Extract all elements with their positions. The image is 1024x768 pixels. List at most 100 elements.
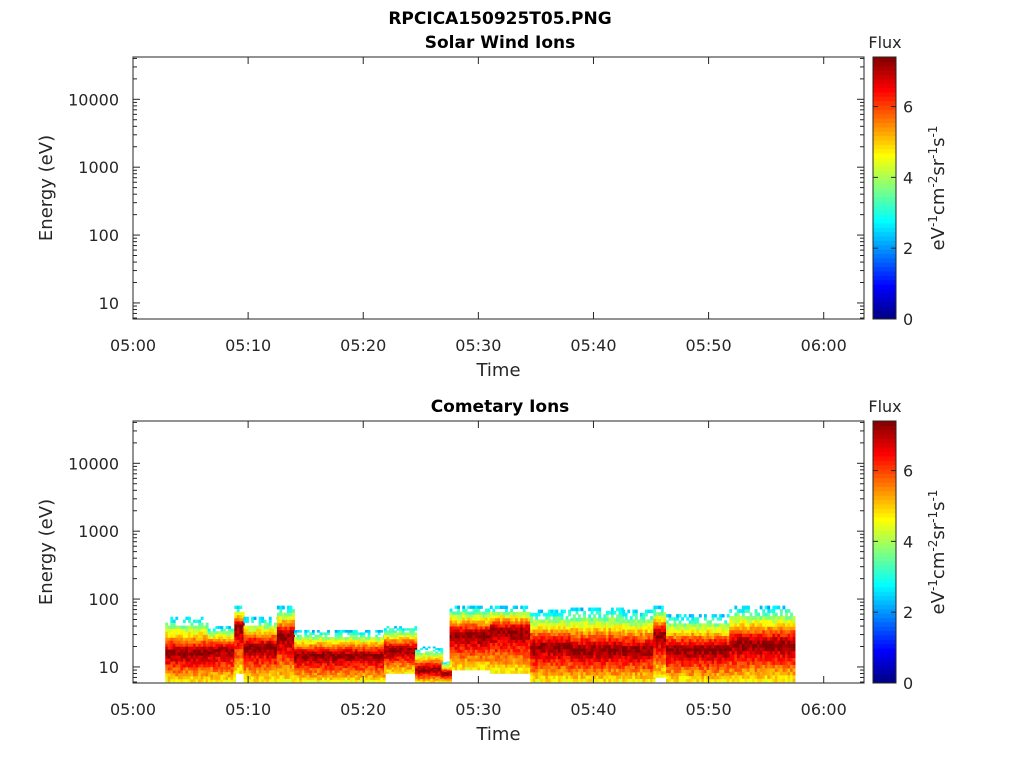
data-cell — [444, 675, 447, 677]
data-cell — [360, 677, 363, 680]
colorbar-tick-label: 4 — [903, 168, 913, 187]
data-cell — [560, 639, 564, 643]
data-cell — [734, 626, 738, 631]
data-cell — [314, 646, 318, 650]
data-cell — [608, 654, 612, 659]
data-cell — [629, 635, 633, 640]
data-cell — [507, 661, 511, 665]
data-cell — [241, 621, 245, 625]
data-cell — [563, 655, 566, 660]
data-cell — [372, 660, 376, 664]
data-cell — [292, 661, 295, 665]
data-cell — [696, 632, 700, 637]
data-cell — [724, 629, 728, 633]
data-cell — [681, 669, 685, 674]
data-cell — [688, 672, 692, 677]
data-cell — [624, 619, 628, 624]
data-cell — [362, 637, 366, 640]
data-cell — [668, 617, 672, 621]
data-cell — [281, 616, 285, 620]
data-cell — [440, 649, 444, 652]
data-cell — [311, 656, 315, 659]
data-cell — [693, 629, 697, 633]
data-cell — [663, 651, 667, 655]
data-cell — [489, 670, 493, 674]
data-cell — [415, 673, 418, 676]
data-cell — [593, 607, 597, 612]
data-cell — [215, 651, 219, 655]
data-cell — [500, 624, 503, 628]
data-cell — [263, 652, 267, 656]
data-cell — [337, 665, 341, 669]
data-cell — [241, 667, 245, 671]
data-cell — [309, 670, 313, 673]
data-cell — [716, 623, 720, 627]
data-cell — [537, 675, 541, 680]
data-cell — [472, 629, 476, 633]
data-cell — [642, 645, 646, 650]
data-cell — [701, 657, 705, 661]
data-cell — [550, 635, 554, 640]
data-cell — [696, 641, 700, 646]
data-cell — [477, 658, 481, 662]
data-cell — [207, 638, 211, 642]
data-cell — [239, 636, 243, 640]
data-cell — [540, 609, 544, 614]
data-cell — [645, 629, 648, 633]
data-cell — [377, 632, 381, 636]
data-cell — [337, 677, 341, 680]
data-cell — [334, 639, 338, 643]
data-cell — [639, 645, 643, 650]
data-cell — [425, 648, 428, 651]
data-cell — [383, 658, 387, 661]
data-cell — [375, 653, 379, 657]
data-cell — [724, 632, 728, 637]
data-cell — [703, 654, 707, 658]
data-cell — [683, 641, 687, 646]
data-cell — [243, 646, 247, 650]
data-cell — [542, 626, 546, 630]
data-cell — [547, 668, 551, 673]
data-cell — [296, 651, 300, 654]
data-cell — [432, 680, 436, 683]
data-cell — [622, 649, 626, 653]
data-cell — [432, 656, 436, 659]
data-cell — [372, 653, 376, 657]
data-cell — [696, 648, 700, 652]
data-cell — [367, 651, 371, 654]
data-cell — [261, 679, 265, 683]
data-cell — [535, 642, 539, 647]
data-cell — [386, 654, 390, 657]
data-cell — [435, 672, 439, 675]
data-cell — [386, 626, 390, 629]
data-cell — [383, 654, 387, 657]
data-cell — [198, 643, 201, 647]
data-cell — [477, 614, 481, 618]
data-cell — [595, 621, 599, 625]
data-cell — [462, 614, 466, 618]
data-cell — [182, 652, 186, 656]
data-cell — [180, 649, 184, 653]
data-cell — [420, 662, 423, 665]
data-cell — [396, 654, 400, 657]
data-cell — [588, 648, 592, 652]
data-cell — [681, 641, 685, 646]
data-cell — [182, 661, 186, 665]
data-cell — [580, 654, 584, 659]
data-cell — [292, 626, 295, 631]
data-cell — [622, 652, 626, 656]
data-cell — [572, 654, 576, 659]
data-cell — [352, 656, 356, 659]
data-cell — [377, 639, 381, 643]
data-cell — [729, 654, 733, 658]
data-cell — [527, 664, 531, 668]
data-cell — [193, 625, 196, 629]
data-cell — [195, 661, 199, 665]
data-cell — [469, 634, 473, 639]
data-cell — [716, 617, 720, 621]
data-cell — [660, 638, 664, 642]
data-cell — [605, 641, 609, 646]
data-cell — [234, 655, 238, 659]
data-cell — [676, 672, 679, 677]
data-cell — [185, 652, 189, 656]
